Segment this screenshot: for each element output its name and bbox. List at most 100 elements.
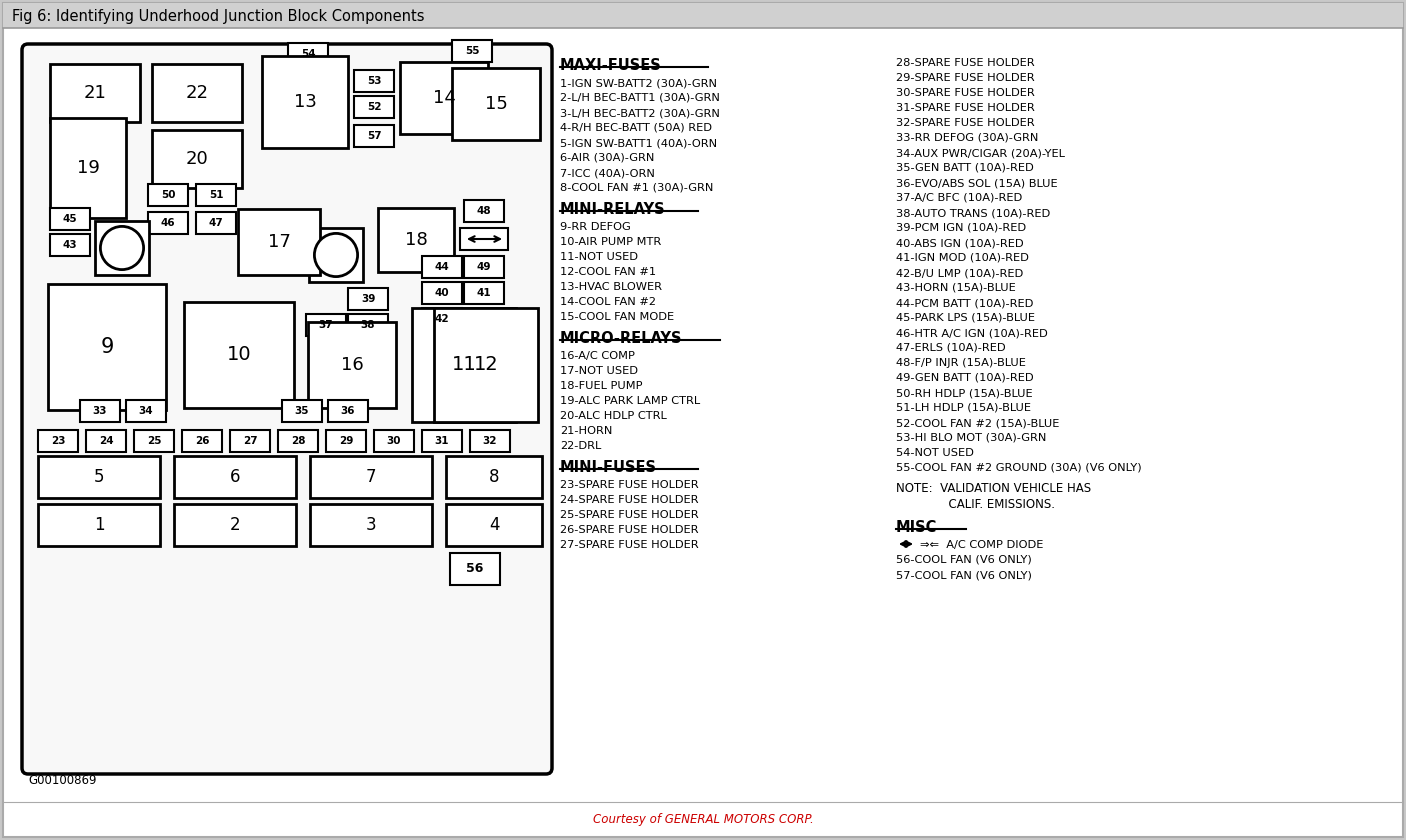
Text: 3: 3 (366, 516, 377, 534)
Text: 20: 20 (186, 150, 208, 168)
Text: 21-HORN: 21-HORN (560, 426, 613, 436)
Bar (354, 70, 394, 92)
Text: 33: 33 (93, 406, 107, 416)
Text: 17-NOT USED: 17-NOT USED (560, 366, 638, 376)
Text: 11-NOT USED: 11-NOT USED (560, 252, 638, 262)
Bar (354, 96, 394, 118)
Bar (3, 3, 1403, 28)
Text: 30-SPARE FUSE HOLDER: 30-SPARE FUSE HOLDER (896, 88, 1035, 98)
Text: 26-SPARE FUSE HOLDER: 26-SPARE FUSE HOLDER (560, 525, 699, 535)
Bar (51, 208, 90, 230)
Text: 6-AIR (30A)-GRN: 6-AIR (30A)-GRN (560, 153, 654, 163)
Bar (464, 256, 503, 278)
Bar (328, 400, 368, 422)
Text: 2: 2 (229, 516, 240, 534)
Bar (378, 208, 454, 272)
Text: 18-FUEL PUMP: 18-FUEL PUMP (560, 381, 643, 391)
Text: 4-R/H BEC-BATT (50A) RED: 4-R/H BEC-BATT (50A) RED (560, 123, 711, 133)
Text: 7-ICC (40A)-ORN: 7-ICC (40A)-ORN (560, 168, 655, 178)
Bar (96, 221, 149, 275)
Text: MISC: MISC (896, 520, 938, 535)
Bar (38, 430, 77, 452)
Text: 43-HORN (15A)-BLUE: 43-HORN (15A)-BLUE (896, 283, 1015, 293)
Text: 24-SPARE FUSE HOLDER: 24-SPARE FUSE HOLDER (560, 495, 699, 505)
Text: 28: 28 (291, 436, 305, 446)
Text: 20-ALC HDLP CTRL: 20-ALC HDLP CTRL (560, 411, 666, 421)
Text: 29: 29 (339, 436, 353, 446)
Bar (464, 200, 503, 222)
FancyBboxPatch shape (22, 44, 553, 774)
Bar (422, 256, 463, 278)
Text: 54: 54 (301, 49, 315, 59)
Text: 48-F/P INJR (15A)-BLUE: 48-F/P INJR (15A)-BLUE (896, 358, 1026, 368)
Bar (412, 308, 516, 422)
Text: ⇒⇐  A/C COMP DIODE: ⇒⇐ A/C COMP DIODE (920, 540, 1043, 550)
Text: 21: 21 (83, 84, 107, 102)
Text: 55: 55 (465, 46, 479, 56)
Text: 47: 47 (208, 218, 224, 228)
Text: 32: 32 (482, 436, 498, 446)
Text: 22-DRL: 22-DRL (560, 441, 602, 451)
Text: 56: 56 (467, 563, 484, 575)
Text: Courtesy of GENERAL MOTORS CORP.: Courtesy of GENERAL MOTORS CORP. (592, 813, 814, 827)
Text: 57-COOL FAN (V6 ONLY): 57-COOL FAN (V6 ONLY) (896, 570, 1032, 580)
Text: MICRO-RELAYS: MICRO-RELAYS (560, 331, 682, 346)
Text: 46: 46 (160, 218, 176, 228)
Text: 53-HI BLO MOT (30A)-GRN: 53-HI BLO MOT (30A)-GRN (896, 433, 1046, 443)
Bar (48, 284, 166, 410)
Bar (51, 64, 141, 122)
Bar (422, 308, 463, 330)
Bar (450, 553, 501, 585)
Text: 25-SPARE FUSE HOLDER: 25-SPARE FUSE HOLDER (560, 510, 699, 520)
Bar (451, 68, 540, 140)
Bar (127, 400, 166, 422)
Bar (80, 400, 120, 422)
Text: 52: 52 (367, 102, 381, 112)
Text: 31-SPARE FUSE HOLDER: 31-SPARE FUSE HOLDER (896, 103, 1035, 113)
Text: MAXI-FUSES: MAXI-FUSES (560, 58, 662, 73)
Text: 2-L/H BEC-BATT1 (30A)-GRN: 2-L/H BEC-BATT1 (30A)-GRN (560, 93, 720, 103)
Text: 14: 14 (433, 89, 456, 107)
Text: G00100869: G00100869 (28, 774, 97, 786)
Text: 5: 5 (94, 468, 104, 486)
Bar (134, 430, 174, 452)
Bar (399, 62, 488, 134)
Text: 53: 53 (367, 76, 381, 86)
Text: 54-NOT USED: 54-NOT USED (896, 448, 974, 458)
Text: CALIF. EMISSIONS.: CALIF. EMISSIONS. (896, 498, 1054, 511)
Text: 1-IGN SW-BATT2 (30A)-GRN: 1-IGN SW-BATT2 (30A)-GRN (560, 78, 717, 88)
Text: 35: 35 (295, 406, 309, 416)
Text: 8-COOL FAN #1 (30A)-GRN: 8-COOL FAN #1 (30A)-GRN (560, 183, 713, 193)
Text: 36-EVO/ABS SOL (15A) BLUE: 36-EVO/ABS SOL (15A) BLUE (896, 178, 1057, 188)
Text: 14-COOL FAN #2: 14-COOL FAN #2 (560, 297, 657, 307)
Text: 33-RR DEFOG (30A)-GRN: 33-RR DEFOG (30A)-GRN (896, 133, 1039, 143)
Text: 40: 40 (434, 288, 450, 298)
Bar (38, 504, 160, 546)
Text: 27-SPARE FUSE HOLDER: 27-SPARE FUSE HOLDER (560, 540, 699, 550)
Bar (51, 118, 127, 218)
Text: 34-AUX PWR/CIGAR (20A)-YEL: 34-AUX PWR/CIGAR (20A)-YEL (896, 148, 1064, 158)
Bar (446, 504, 541, 546)
Text: 37: 37 (319, 320, 333, 330)
Text: 56-COOL FAN (V6 ONLY): 56-COOL FAN (V6 ONLY) (896, 555, 1032, 565)
Text: 19-ALC PARK LAMP CTRL: 19-ALC PARK LAMP CTRL (560, 396, 700, 406)
Bar (307, 314, 346, 336)
Bar (308, 322, 396, 408)
Text: 23-SPARE FUSE HOLDER: 23-SPARE FUSE HOLDER (560, 480, 699, 490)
Text: 19: 19 (76, 159, 100, 177)
Bar (38, 456, 160, 498)
Text: 25: 25 (146, 436, 162, 446)
Circle shape (100, 227, 143, 270)
Text: Fig 6: Identifying Underhood Junction Block Components: Fig 6: Identifying Underhood Junction Bl… (13, 8, 425, 24)
Text: 45-PARK LPS (15A)-BLUE: 45-PARK LPS (15A)-BLUE (896, 313, 1035, 323)
Bar (152, 130, 242, 188)
Text: 6: 6 (229, 468, 240, 486)
Text: 38: 38 (361, 320, 375, 330)
Bar (309, 456, 432, 498)
Bar (349, 288, 388, 310)
Text: 49: 49 (477, 262, 491, 272)
Text: 10: 10 (226, 345, 252, 365)
Bar (374, 430, 413, 452)
Text: MINI-RELAYS: MINI-RELAYS (560, 202, 665, 217)
Text: 55-COOL FAN #2 GROUND (30A) (V6 ONLY): 55-COOL FAN #2 GROUND (30A) (V6 ONLY) (896, 463, 1142, 473)
